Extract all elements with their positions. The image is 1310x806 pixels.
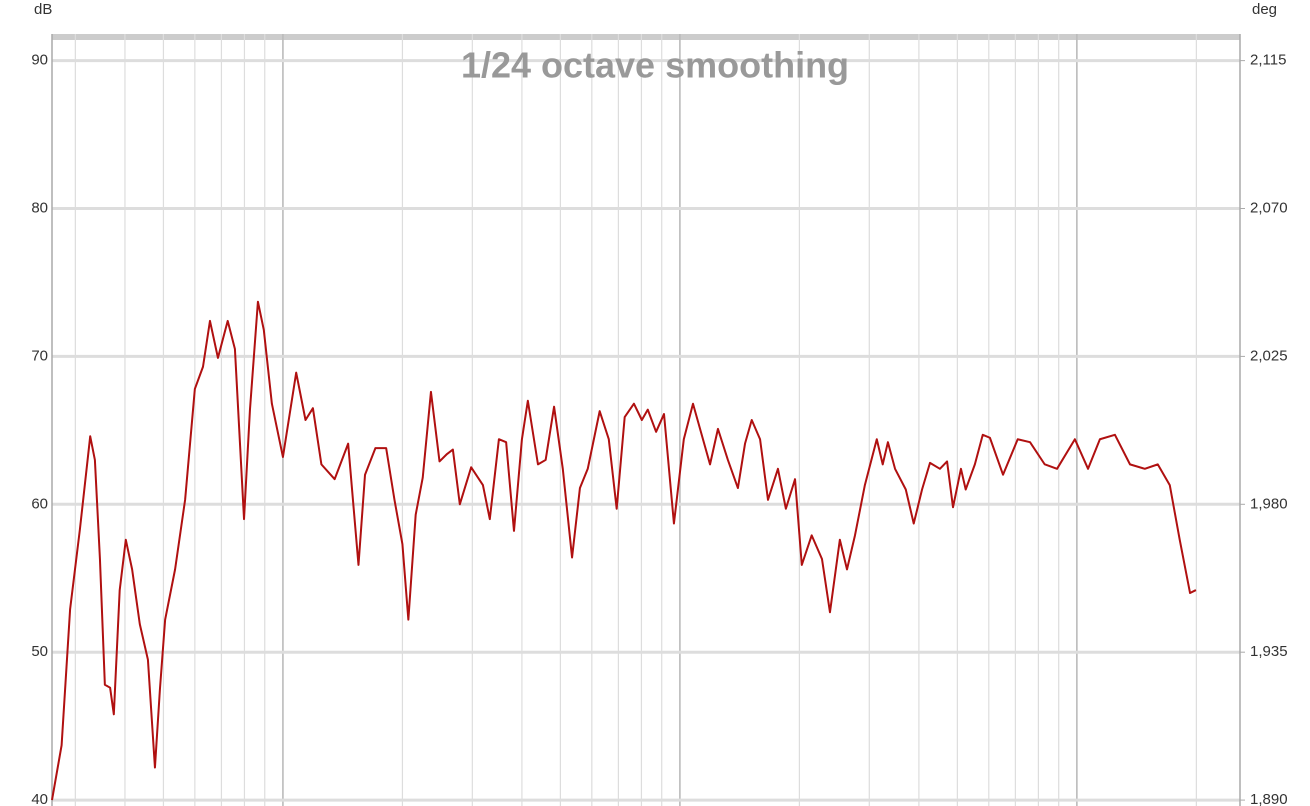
chart-title: 1/24 octave smoothing (461, 45, 849, 86)
marks (51, 300, 1197, 801)
y2-tick-label: 1,980 (1250, 495, 1288, 512)
y2-axis-label: deg (1252, 1, 1277, 18)
y-tick-label: 50 (31, 643, 48, 660)
y2-tick-label: 2,070 (1250, 199, 1288, 216)
y-tick-label: 90 (31, 52, 48, 69)
y-tick-label: 40 (31, 791, 48, 806)
y-tick-label: 80 (31, 199, 48, 216)
y2-tick-label: 1,935 (1250, 643, 1288, 660)
plot-top-band (52, 34, 1240, 40)
grid (52, 34, 1240, 806)
response-line (51, 300, 1197, 801)
y-tick-label: 70 (31, 347, 48, 364)
y2-tick-label: 2,115 (1250, 52, 1286, 69)
y2-tick-label: 1,890 (1250, 791, 1288, 806)
y-axis-label: dB (34, 1, 52, 18)
y-tick-label: 60 (31, 495, 48, 512)
y2-tick-label: 2,025 (1250, 347, 1288, 364)
